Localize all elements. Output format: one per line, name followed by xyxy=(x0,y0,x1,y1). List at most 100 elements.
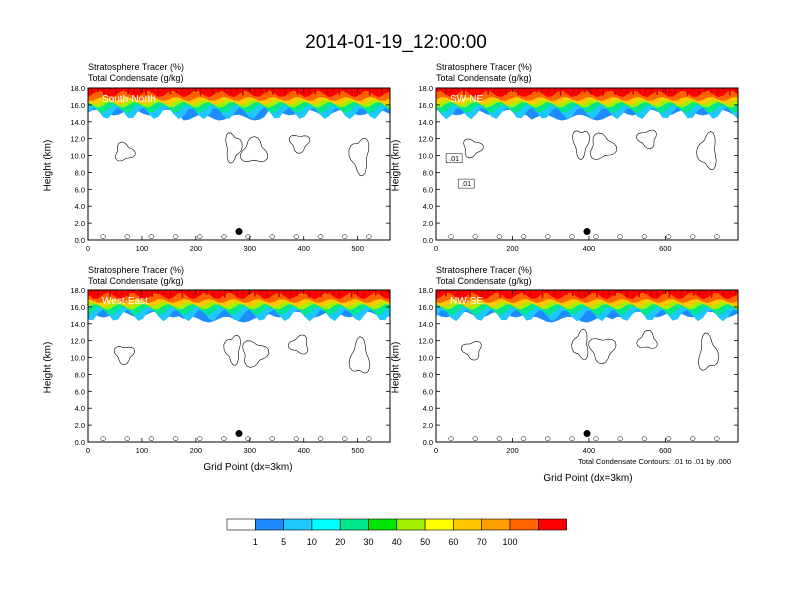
tracer-streak xyxy=(109,290,111,297)
tracer-streak xyxy=(650,88,653,91)
header-line1: Stratosphere Tracer (%) xyxy=(88,265,185,275)
condensate-contour xyxy=(593,436,599,441)
tracer-streak xyxy=(734,88,737,91)
tracer-streak xyxy=(169,88,172,95)
tracer-streak xyxy=(175,88,178,93)
tracer-streak xyxy=(181,290,184,298)
tracer-streak xyxy=(571,290,574,297)
condensate-contour xyxy=(348,137,370,177)
tracer-streak xyxy=(650,290,653,296)
condensate-contour xyxy=(572,130,591,161)
condensate-contour xyxy=(520,436,527,441)
tracer-streak xyxy=(457,290,459,298)
colorbar-label: 1 xyxy=(253,537,258,547)
tracer-streak xyxy=(463,290,465,293)
y-tick-label: 14.0 xyxy=(418,118,433,127)
tracer-streak xyxy=(523,290,526,295)
tracer-streak xyxy=(223,88,226,93)
page-title: 2014-01-19_12:00:00 xyxy=(305,32,487,53)
condensate-contour xyxy=(348,336,370,374)
tracer-streak xyxy=(193,88,196,91)
tracer-streak xyxy=(590,88,592,95)
tracer-streak xyxy=(692,88,695,91)
tracer-streak xyxy=(344,88,347,93)
condensate-contour xyxy=(317,436,324,441)
y-tick-label: 0.0 xyxy=(75,236,85,245)
y-tick-label: 14.0 xyxy=(418,320,433,329)
plot-sw-ne: SW-NE .01 .01 0.0 2.0 4.0 6.0 8.0 10.0 12.0 14.0 16… xyxy=(418,84,739,253)
condensate-contour xyxy=(636,129,657,150)
x-tick-label: 0 xyxy=(86,244,90,253)
tracer-streak xyxy=(308,290,311,298)
tracer-streak xyxy=(127,290,129,297)
tracer-streak xyxy=(314,290,317,293)
y-tick-label: 8.0 xyxy=(75,370,85,379)
x-tick-label: 600 xyxy=(659,446,672,455)
tracer-streak xyxy=(596,290,598,298)
condensate-contour xyxy=(714,436,720,441)
y-tick-label: 18.0 xyxy=(70,84,85,93)
tracer-streak xyxy=(344,290,347,294)
y-tick-label: 4.0 xyxy=(423,404,433,413)
plot-nw-se: NW-SE 0.0 2.0 4.0 6.0 8.0 10.0 12.0 14.0 16.0 18.0… xyxy=(418,286,739,455)
condensate-contour xyxy=(293,436,300,441)
condensate-contour xyxy=(641,234,648,239)
condensate-contour xyxy=(223,334,241,366)
condensate-contour xyxy=(496,436,503,441)
tracer-streak xyxy=(115,88,117,96)
x-tick-label: 200 xyxy=(190,244,203,253)
condensate-contour xyxy=(196,436,203,441)
tracer-streak xyxy=(217,88,220,93)
contour-label-box xyxy=(445,153,463,164)
tracer-streak xyxy=(710,88,713,94)
tracer-streak xyxy=(290,88,292,91)
colorbar-swatch xyxy=(339,518,369,531)
tracer-streak xyxy=(235,290,238,297)
condensate-contour xyxy=(172,234,179,239)
tracer-streak xyxy=(248,88,250,91)
condensate-contour xyxy=(196,234,203,239)
tracer-streak xyxy=(296,290,298,297)
tracer-streak xyxy=(463,88,465,95)
tracer-streak xyxy=(505,88,508,95)
condensate-contour xyxy=(472,436,479,441)
y-tick-label: 2.0 xyxy=(75,219,85,228)
plot-frame xyxy=(87,289,391,443)
tracer-streak xyxy=(169,290,172,297)
condensate-contour xyxy=(366,436,372,441)
tracer-streak xyxy=(710,290,713,298)
header-line2: Total Condensate (g/kg) xyxy=(88,73,184,83)
tracer-streak xyxy=(320,88,323,91)
tracer-streak xyxy=(380,290,383,296)
panel-header: Stratosphere Tracer (%) Total Condensate… xyxy=(436,265,532,287)
condensate-contour xyxy=(172,436,179,441)
tracer-streak xyxy=(716,290,719,293)
y-tick-label: 4.0 xyxy=(423,202,433,211)
tracer-streak xyxy=(626,88,628,93)
tracer-streak xyxy=(493,88,495,93)
tracer-streak xyxy=(445,88,447,95)
condensate-contour xyxy=(245,436,251,441)
colorbar-swatch xyxy=(396,518,426,531)
tracer-streak xyxy=(565,290,568,296)
tracer-streak xyxy=(602,88,604,96)
location-marker xyxy=(235,430,243,438)
condensate-contour xyxy=(448,436,454,441)
tracer-streak xyxy=(175,290,178,293)
tracer-streak xyxy=(475,290,477,295)
tracer-streak xyxy=(296,88,298,95)
contour-note: Total Condensate Contours: .01 to .01 by… xyxy=(578,457,732,466)
x-tick-label: 300 xyxy=(244,446,257,455)
tracer-streak xyxy=(686,290,689,294)
colorbar-swatch xyxy=(254,518,284,531)
tracer-streak xyxy=(535,88,538,93)
tracer-streak xyxy=(704,88,707,93)
x-tick-label: 0 xyxy=(434,244,438,253)
tracer-streak xyxy=(272,88,274,95)
x-tick-label: 100 xyxy=(136,446,149,455)
tracer-streak xyxy=(338,290,341,297)
condensate-contour xyxy=(269,436,275,441)
tracer-streak xyxy=(91,290,93,293)
condensate-contour xyxy=(242,340,270,368)
contour-label: .01 xyxy=(461,181,471,188)
